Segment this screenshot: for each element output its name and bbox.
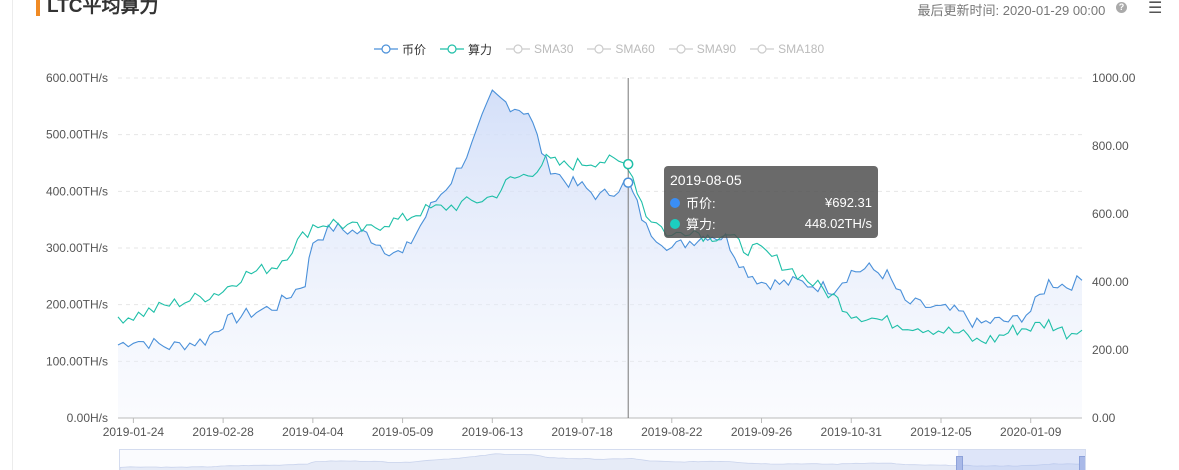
legend-label: SMA60: [615, 42, 655, 56]
series-area-price: [118, 90, 1082, 418]
crosshair-point-price: [622, 177, 634, 188]
series-layer: [117, 89, 1083, 418]
datazoom-left-handle[interactable]: [956, 456, 963, 470]
legend-item-sma180[interactable]: SMA180: [750, 40, 824, 58]
x-tick-label: 2019-07-18: [551, 425, 613, 439]
tooltip-date: 2019-08-05: [670, 172, 742, 188]
line-chart[interactable]: 0.00H/s 100.00TH/s 200.00TH/s 300.00TH/s 400…: [0, 0, 1179, 450]
title-accent-bar: [36, 0, 40, 16]
tooltip-row-price: 币价: ¥692.31: [670, 192, 872, 213]
x-tick-label: 2019-10-31: [821, 425, 883, 439]
x-tick-label: 2019-01-24: [103, 425, 165, 439]
legend-label: SMA30: [534, 42, 574, 56]
chart-title: LTC平均算力: [47, 0, 159, 17]
legend-label: SMA180: [778, 42, 825, 56]
y-left-tick-label: 300.00TH/s: [46, 241, 108, 255]
x-tick-label: 2019-06-13: [462, 425, 524, 439]
series-line-hashrate: [117, 153, 1083, 345]
y-right-tick-label: 200.00: [1092, 343, 1129, 357]
hamburger-menu-icon[interactable]: ☰: [1148, 0, 1163, 17]
legend-item-sma30[interactable]: SMA30: [506, 40, 573, 58]
x-tick-label: 2019-09-26: [731, 425, 793, 439]
last-update: 最后更新时间: 2020-01-29 00:00: [917, 0, 1123, 19]
legend-line-icon: [587, 44, 612, 54]
x-tick-label: 2020-01-09: [1000, 425, 1062, 439]
legend: 币价 算力 SMA30 SMA60 SMA90 SMA180: [374, 40, 824, 58]
x-tick-label: 2019-08-22: [641, 425, 703, 439]
y-right-tick-label: 600.00: [1092, 207, 1129, 221]
legend-label: 币价: [402, 42, 427, 57]
question-circle-icon[interactable]: ?: [1116, 2, 1127, 13]
tooltip-row-hashrate: 算力: 448.02TH/s: [670, 213, 872, 234]
x-tick-label: 2019-04-04: [282, 425, 344, 439]
datazoom-selection[interactable]: [958, 450, 1085, 470]
crosshair: [622, 78, 634, 418]
data-tooltip: 2019-08-05 币价: ¥692.31 算力: 448.02TH/s: [664, 166, 878, 238]
legend-label: 算力: [468, 42, 493, 57]
legend-item-price[interactable]: 币价: [374, 40, 426, 58]
legend-line-icon: [374, 44, 398, 54]
tooltip-name: 币价:: [686, 196, 716, 211]
y-left-tick-label: 400.00TH/s: [46, 184, 108, 198]
tooltip-dot-icon: [670, 218, 680, 229]
update-label: 最后更新时间:: [917, 3, 1000, 18]
datazoom-right-handle[interactable]: [1079, 456, 1085, 470]
y-left-tick-label: 100.00TH/s: [46, 354, 108, 368]
update-time: 2020-01-29 00:00: [1002, 3, 1106, 18]
y-right-tick-label: 0.00: [1092, 411, 1116, 425]
legend-line-icon: [440, 44, 465, 54]
tooltip-value: 448.02TH/s: [804, 216, 872, 231]
axes-layer: 0.00H/s 100.00TH/s 200.00TH/s 300.00TH/s 400…: [46, 71, 1136, 439]
x-tick-label: 2019-02-28: [192, 425, 254, 439]
y-left-tick-label: 500.00TH/s: [46, 128, 108, 142]
tooltip-dot-icon: [670, 197, 680, 208]
y-right-tick-label: 400.00: [1092, 275, 1129, 289]
y-right-tick-label: 800.00: [1092, 139, 1129, 153]
legend-line-icon: [506, 44, 531, 54]
x-tick-label: 2019-05-09: [372, 425, 434, 439]
y-left-tick-label: 600.00TH/s: [46, 71, 108, 85]
datazoom-area: [120, 453, 1085, 470]
series-line-price: [117, 89, 1083, 351]
crosshair-point-hashrate: [622, 158, 634, 170]
legend-item-hashrate[interactable]: 算力: [440, 40, 492, 58]
y-left-tick-label: 200.00TH/s: [46, 298, 108, 312]
tooltip-value: ¥692.31: [825, 195, 872, 210]
x-tick-label: 2019-12-05: [910, 425, 972, 439]
legend-item-sma60[interactable]: SMA60: [587, 40, 655, 58]
y-left-tick-label: 0.00H/s: [67, 411, 108, 425]
datazoom-slider[interactable]: [119, 449, 1086, 470]
tooltip-name: 算力:: [686, 217, 716, 232]
y-right-tick-label: 1000.00: [1092, 71, 1136, 85]
legend-item-sma90[interactable]: SMA90: [668, 40, 737, 58]
legend-label: SMA90: [696, 42, 737, 56]
legend-line-icon: [668, 44, 693, 54]
legend-line-icon: [750, 44, 775, 54]
datazoom-sparkline: [120, 453, 1085, 470]
